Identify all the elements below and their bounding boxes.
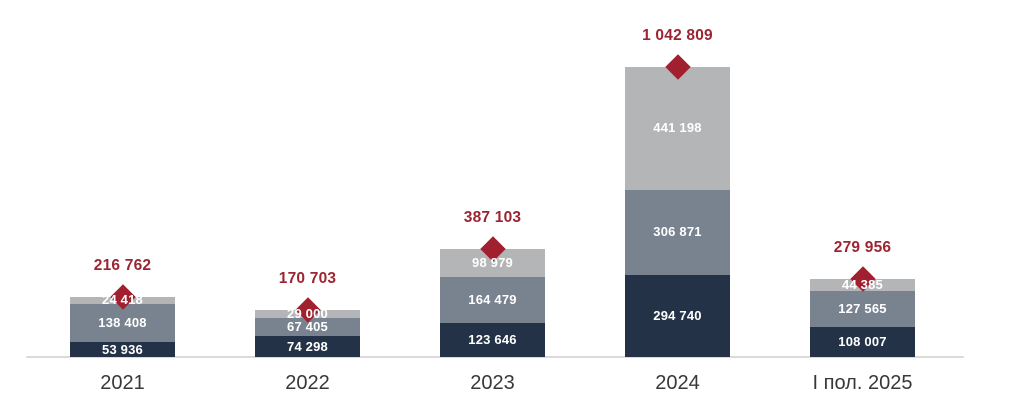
segment-value-label: 138 408 <box>98 314 147 330</box>
segment-value-label: 123 646 <box>468 331 517 347</box>
bar-segment: 306 871 <box>625 189 730 275</box>
bar-segment: 29 000 <box>255 305 360 321</box>
bar-group: 24 418 138 408 53 936 216 762 <box>70 257 175 357</box>
segment-value-label: 24 418 <box>102 292 143 308</box>
total-value-label: 170 703 <box>278 269 337 287</box>
segment-value-label: 74 298 <box>287 338 328 354</box>
total-value-label: 279 956 <box>833 239 892 257</box>
segment-value-label: 98 979 <box>472 255 513 271</box>
bar-segment: 67 405 <box>255 317 360 337</box>
bar-segment: 441 198 <box>625 67 730 190</box>
segment-value-label: 53 936 <box>102 341 143 357</box>
total-value-label: 216 762 <box>93 256 152 274</box>
bar-group: 29 000 67 405 74 298 170 703 <box>255 270 360 358</box>
bar-segment: 294 740 <box>625 274 730 357</box>
bar-group: 441 198 306 871 294 740 1 042 809 <box>625 27 730 357</box>
total-value-label: 1 042 809 <box>642 27 713 44</box>
segment-value-label: 67 405 <box>287 318 328 334</box>
bar-segment: 24 418 <box>70 293 175 307</box>
bar-segment: 127 565 <box>810 291 915 327</box>
x-axis-label: І пол. 2025 <box>812 372 913 394</box>
segment-value-label: 306 871 <box>653 224 702 240</box>
x-axis-line <box>26 356 964 358</box>
x-axis-label: 2022 <box>285 372 330 394</box>
bar-segment: 138 408 <box>70 303 175 342</box>
x-axis-label: 2023 <box>470 372 515 394</box>
bar-group: 44 385 127 565 108 007 279 956 <box>810 239 915 357</box>
segment-value-label: 108 007 <box>838 333 887 349</box>
bar-segment: 74 298 <box>255 336 360 357</box>
segment-value-label: 294 740 <box>653 307 702 323</box>
bar-segment: 53 936 <box>70 342 175 357</box>
segment-value-label: 44 385 <box>842 277 883 293</box>
bar-segment: 123 646 <box>440 322 545 357</box>
bar-segment: 44 385 <box>810 277 915 293</box>
segment-value-label: 441 198 <box>653 120 702 136</box>
bar-segment: 164 479 <box>440 276 545 323</box>
x-axis-label: 2024 <box>655 372 700 394</box>
segment-value-label: 164 479 <box>468 291 517 307</box>
total-value-label: 387 103 <box>463 209 522 227</box>
x-axis-label: 2021 <box>100 372 145 394</box>
bar-segment: 108 007 <box>810 326 915 357</box>
bar-group: 98 979 164 479 123 646 387 103 <box>440 209 545 357</box>
segment-value-label: 127 565 <box>838 301 887 317</box>
segment-value-label: 29 000 <box>287 305 328 321</box>
